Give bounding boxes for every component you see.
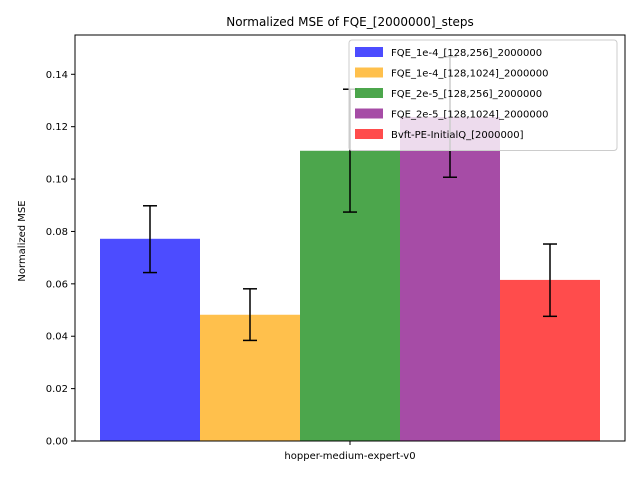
- legend-swatch-3: [355, 88, 383, 98]
- legend-swatch-4: [355, 108, 383, 119]
- y-tick-label: 0.10: [46, 175, 68, 186]
- chart-title: Normalized MSE of FQE_[2000000]_steps: [226, 15, 474, 29]
- legend-swatch-5: [355, 129, 383, 139]
- x-tick-label: hopper-medium-expert-v0: [284, 451, 415, 462]
- y-tick-label: 0.12: [46, 122, 68, 133]
- legend-label-3: FQE_2e-5_[128,256]_2000000: [391, 89, 542, 100]
- y-tick-label: 0.14: [46, 70, 68, 81]
- legend-swatch-1: [355, 47, 383, 57]
- y-tick-label: 0.02: [46, 384, 68, 395]
- axes-group: 0.00 0.02 0.04 0.06 0.08 0.10 0.12 0.14 hopper-m…: [46, 34, 626, 462]
- y-tick-label: 0.04: [46, 332, 68, 343]
- y-axis-title: Normalized MSE: [17, 200, 28, 281]
- legend-box: [348, 39, 618, 151]
- legend-label-2: FQE_1e-4_[128,1024]_2000000: [391, 69, 548, 80]
- y-tick-label: 0.00: [46, 437, 68, 448]
- legend: FQE_1e-4_[128,256]_2000000 FQE_1e-4_[128,…: [348, 39, 618, 151]
- legend-label-4: FQE_2e-5_[128,1024]_2000000: [391, 110, 548, 121]
- legend-label-1: FQE_1e-4_[128,256]_2000000: [391, 48, 542, 59]
- legend-swatch-2: [355, 67, 383, 78]
- y-tick-label: 0.06: [46, 279, 68, 290]
- legend-label-5: Bvft-PE-InitialQ_[2000000]: [391, 130, 524, 141]
- y-tick-label: 0.08: [46, 227, 68, 238]
